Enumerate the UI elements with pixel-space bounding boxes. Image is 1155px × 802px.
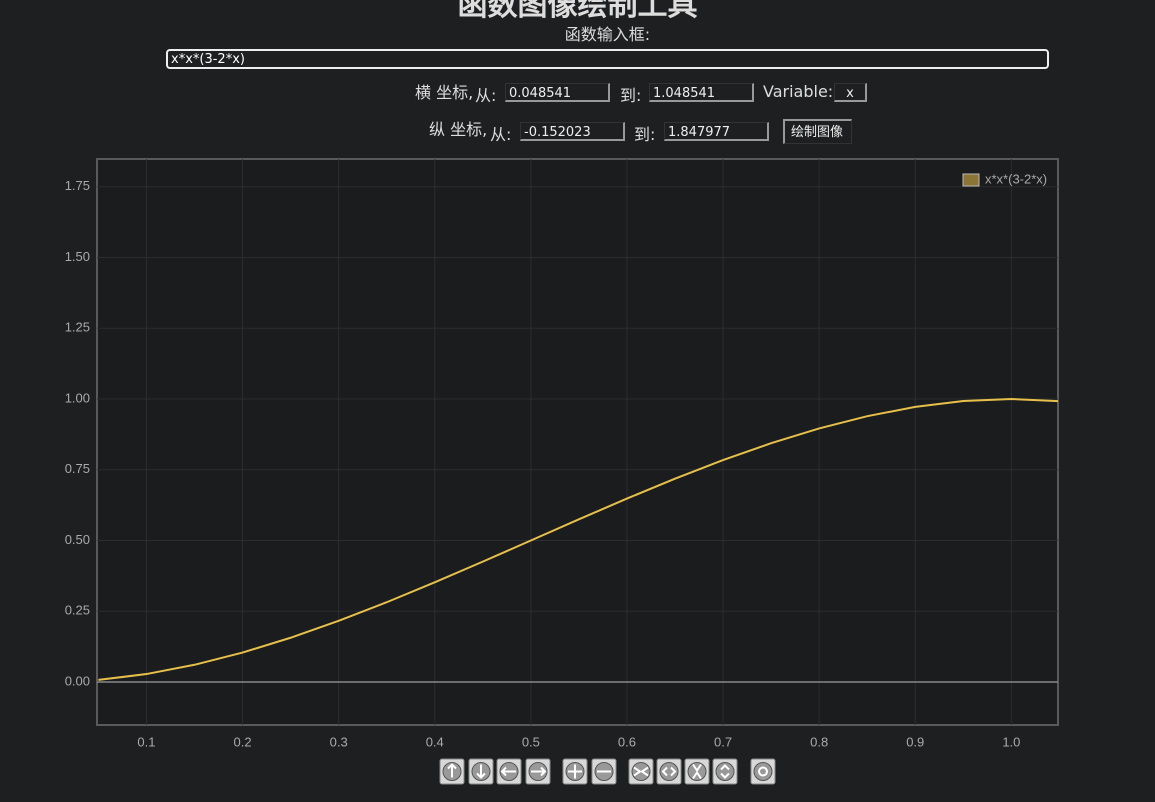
toolbar — [439, 758, 776, 785]
y-to-label: 到: — [634, 125, 656, 144]
y-tick-label: 1.75 — [65, 178, 90, 193]
toolbar-icon — [753, 762, 773, 781]
function-label: 函数输入框: — [564, 25, 651, 44]
y-to-input[interactable]: 1.847977 — [664, 122, 769, 141]
x-from-label: 从: — [475, 86, 497, 105]
legend-swatch — [962, 173, 980, 187]
x-tick-label: 0.7 — [714, 734, 732, 749]
x-tick-label: 0.4 — [426, 734, 444, 749]
x-tick-label: 0.1 — [137, 734, 155, 749]
y-tick-label: 0.50 — [65, 532, 90, 547]
page-title: 函数图像绘制工具 — [457, 0, 698, 23]
line-series — [98, 397, 1058, 681]
x-tick-label: 0.2 — [234, 734, 252, 749]
y-tick-label: 0.00 — [65, 673, 90, 688]
variable-label: Variable: — [763, 82, 834, 101]
toolbar-glyph — [447, 763, 457, 778]
y-tick-label: 1.50 — [65, 249, 90, 264]
x-from-input[interactable]: 0.048541 — [505, 83, 610, 102]
toolbar-glyph — [568, 764, 582, 779]
x-tick-label: 1.0 — [1002, 734, 1020, 749]
legend-label: x*x*(3-2*x) — [985, 171, 1047, 186]
y-from-label: 从: — [490, 125, 512, 144]
function-input[interactable]: x*x*(3-2*x) — [166, 49, 1049, 69]
x-tick-label: 0.6 — [618, 734, 636, 749]
toolbar-glyph — [758, 766, 768, 777]
toolbar-glyph — [500, 766, 516, 777]
toolbar-glyph — [720, 764, 730, 779]
x-to-input[interactable]: 1.048541 — [649, 83, 754, 102]
x-tick-label: 0.8 — [810, 734, 828, 749]
x-to-label: 到: — [620, 86, 642, 105]
y-tick-label: 1.00 — [65, 390, 90, 405]
toolbar-icon — [715, 762, 735, 781]
toolbar-glyph — [633, 766, 649, 777]
plot-area — [96, 158, 1059, 726]
toolbar-glyph — [661, 766, 677, 777]
y-axis-label: 纵 坐标, — [429, 120, 488, 139]
x-tick-label: 0.5 — [522, 734, 540, 749]
y-tick-label: 0.25 — [65, 603, 90, 618]
toolbar-glyph — [531, 766, 547, 777]
toolbar-glyph — [476, 764, 486, 779]
toolbar-glyph — [692, 763, 702, 780]
x-tick-label: 0.9 — [906, 734, 924, 749]
plot-layer — [98, 397, 1058, 681]
y-from-input[interactable]: -0.152023 — [520, 122, 625, 141]
plot-button[interactable]: 绘制图像 — [783, 119, 852, 144]
y-tick-label: 0.75 — [65, 461, 90, 476]
variable-input[interactable]: x — [834, 83, 867, 102]
toolbar-icon — [659, 762, 679, 781]
y-tick-label: 1.25 — [65, 320, 90, 335]
x-axis-label: 横 坐标, — [415, 83, 474, 102]
x-tick-label: 0.3 — [330, 734, 348, 749]
